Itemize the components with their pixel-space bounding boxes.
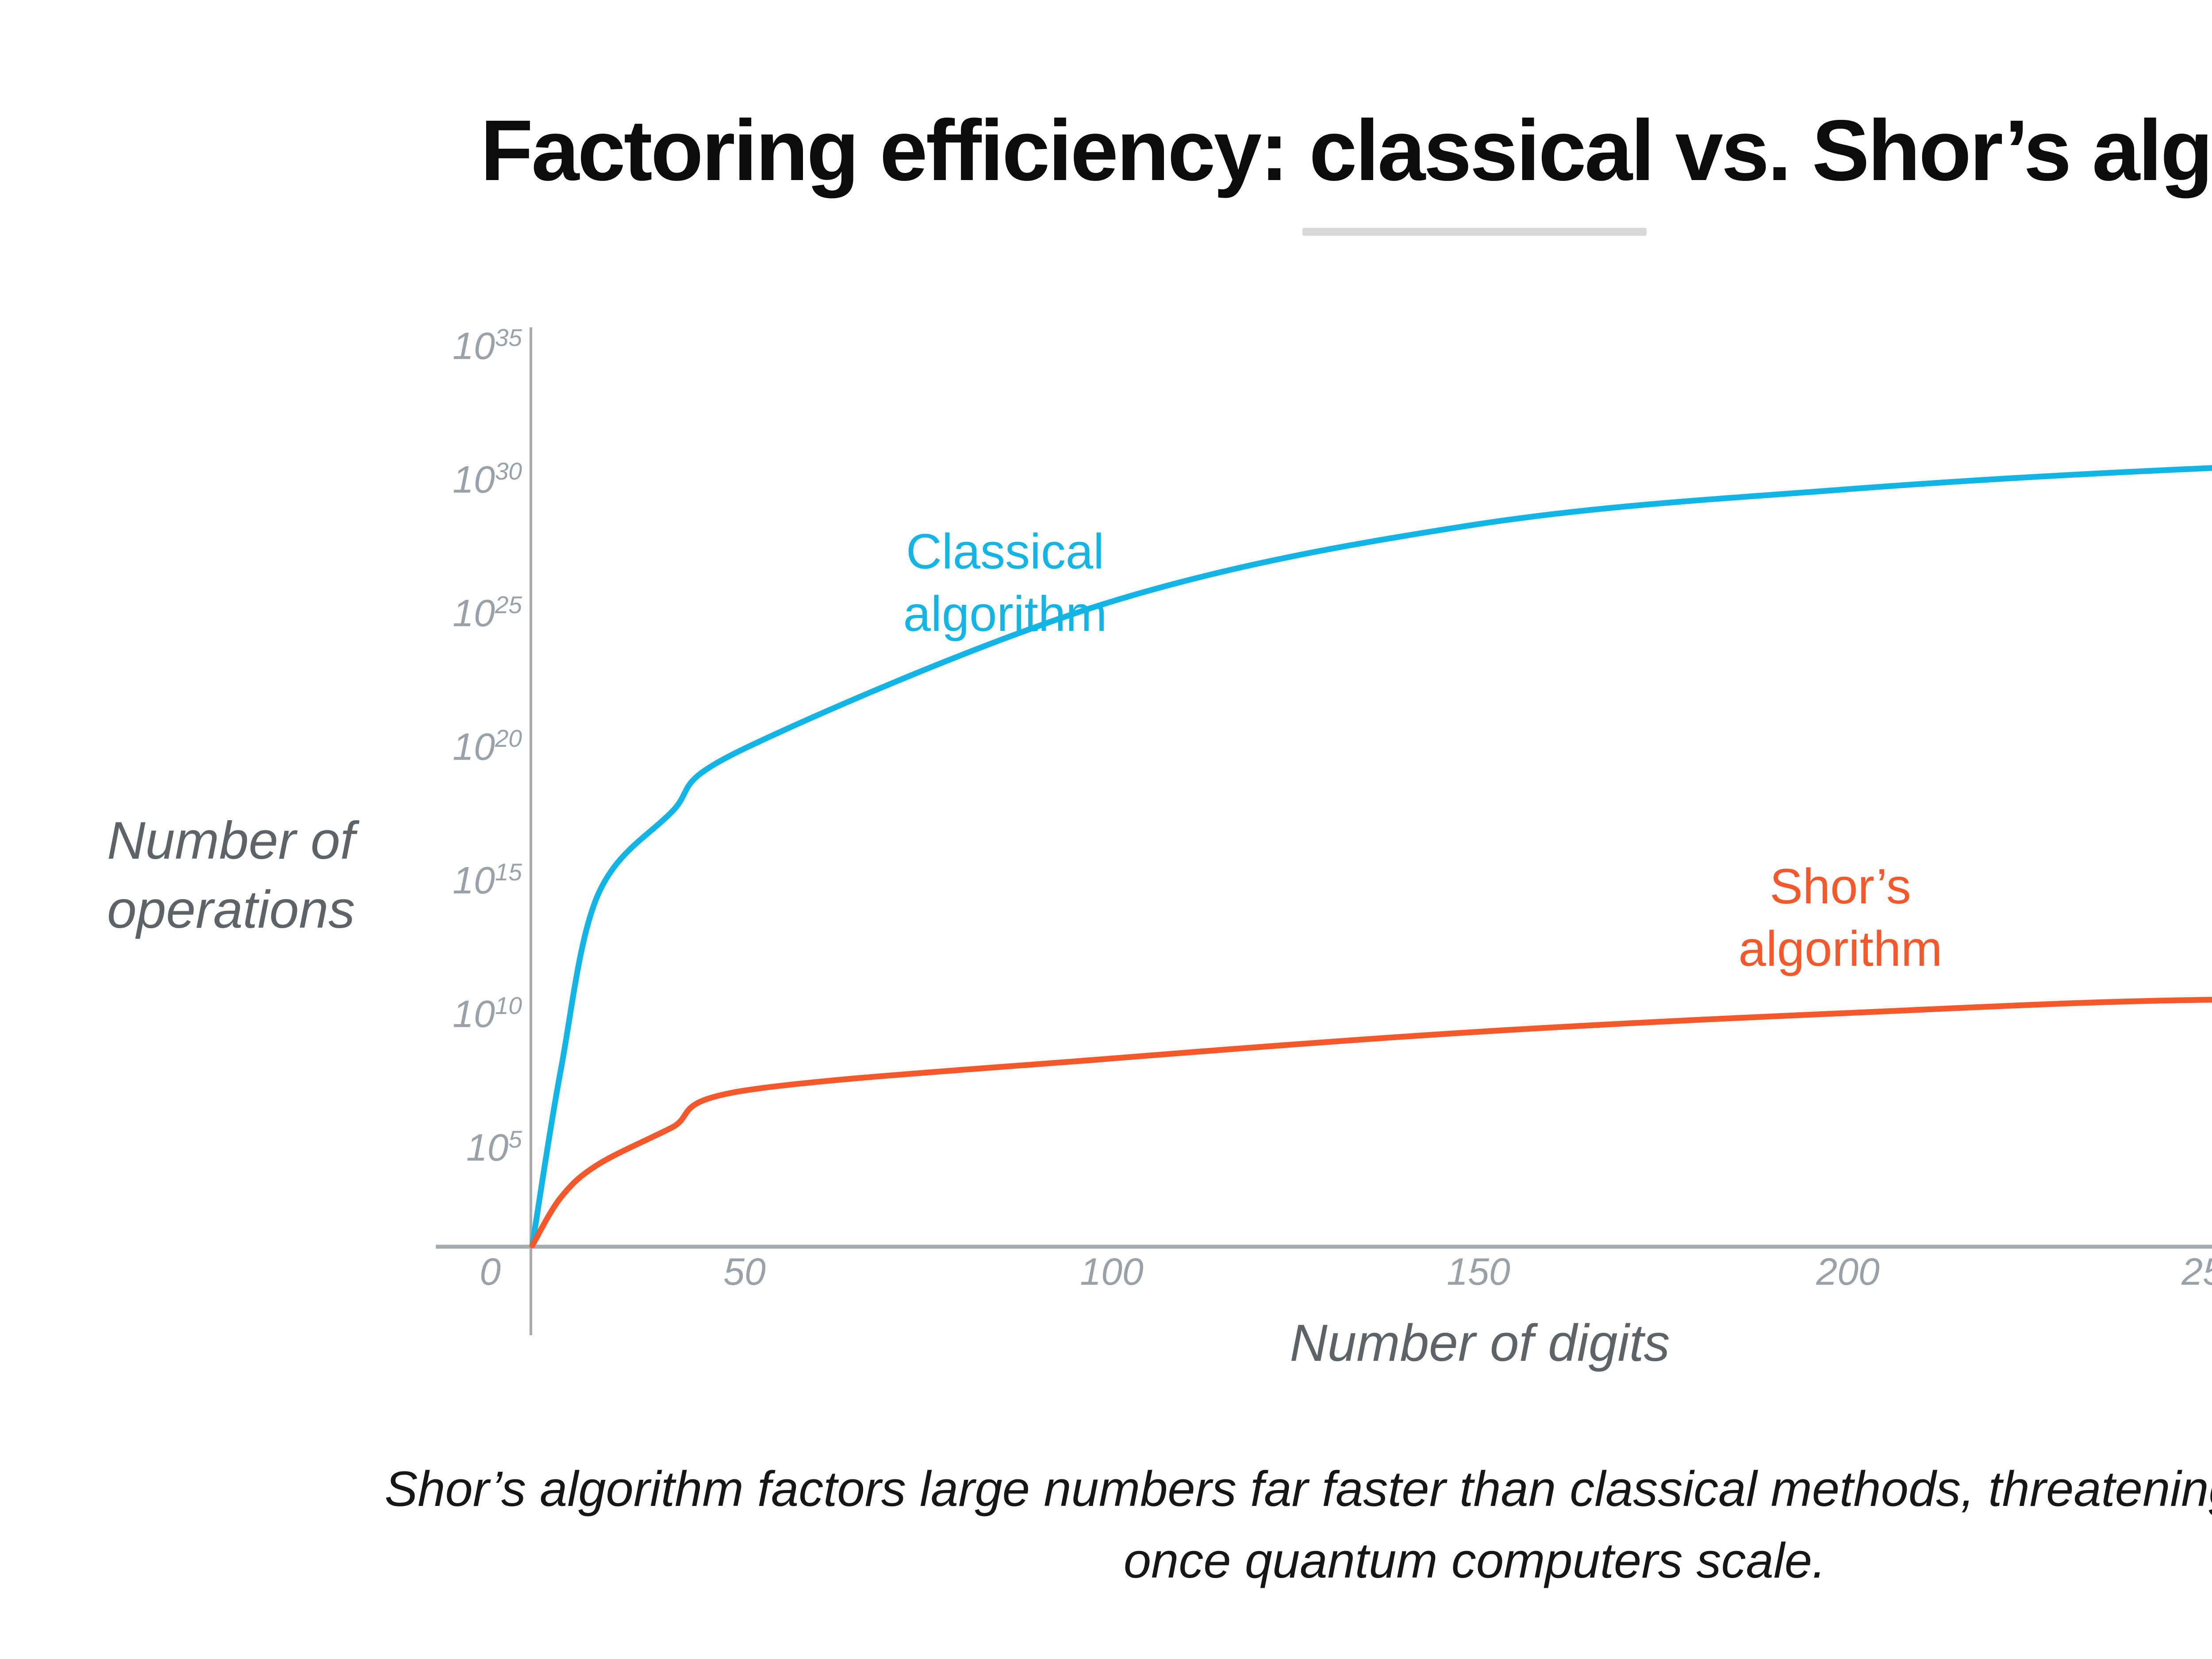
title-divider — [1302, 228, 1647, 236]
caption: Shor’s algorithm factors large numbers f… — [384, 1461, 2212, 1589]
x-tick-label-100: 100 — [1080, 1251, 1144, 1293]
y-tick-label-10e25: 1025 — [453, 591, 522, 635]
x-tick-label-150: 150 — [1447, 1251, 1510, 1293]
y-tick-label-10e35: 1035 — [453, 324, 522, 368]
chart-title: Factoring efficiency: classical vs. Shor… — [480, 102, 2212, 199]
x-tick-label-200: 200 — [1816, 1251, 1880, 1293]
y-tick-label-10e20: 1020 — [453, 725, 522, 768]
x-tick-label-250: 250 — [2181, 1251, 2212, 1293]
x-tick-label-0: 0 — [480, 1251, 501, 1293]
x-tick-label-50: 50 — [723, 1251, 766, 1293]
classical-curve — [529, 465, 2212, 1248]
y-tick-label-10e5: 105 — [466, 1125, 522, 1169]
y-axis-title: Number of operations — [107, 811, 355, 939]
y-tick-label-10e30: 1030 — [453, 457, 522, 501]
y-tick-label-10e10: 1010 — [453, 992, 522, 1036]
shor-curve — [529, 997, 2212, 1248]
y-tick-label-10e15: 1015 — [453, 858, 522, 902]
x-axis-title: Number of digits — [1290, 1314, 1670, 1372]
classical-series-label: Classical algorithm — [903, 524, 1107, 642]
shor-series-label: Shor’s algorithm — [1738, 859, 1943, 977]
